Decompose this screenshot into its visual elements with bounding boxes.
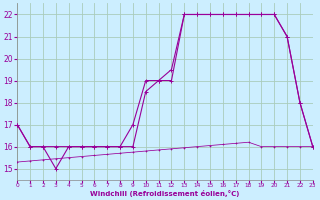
X-axis label: Windchill (Refroidissement éolien,°C): Windchill (Refroidissement éolien,°C) [90, 190, 240, 197]
